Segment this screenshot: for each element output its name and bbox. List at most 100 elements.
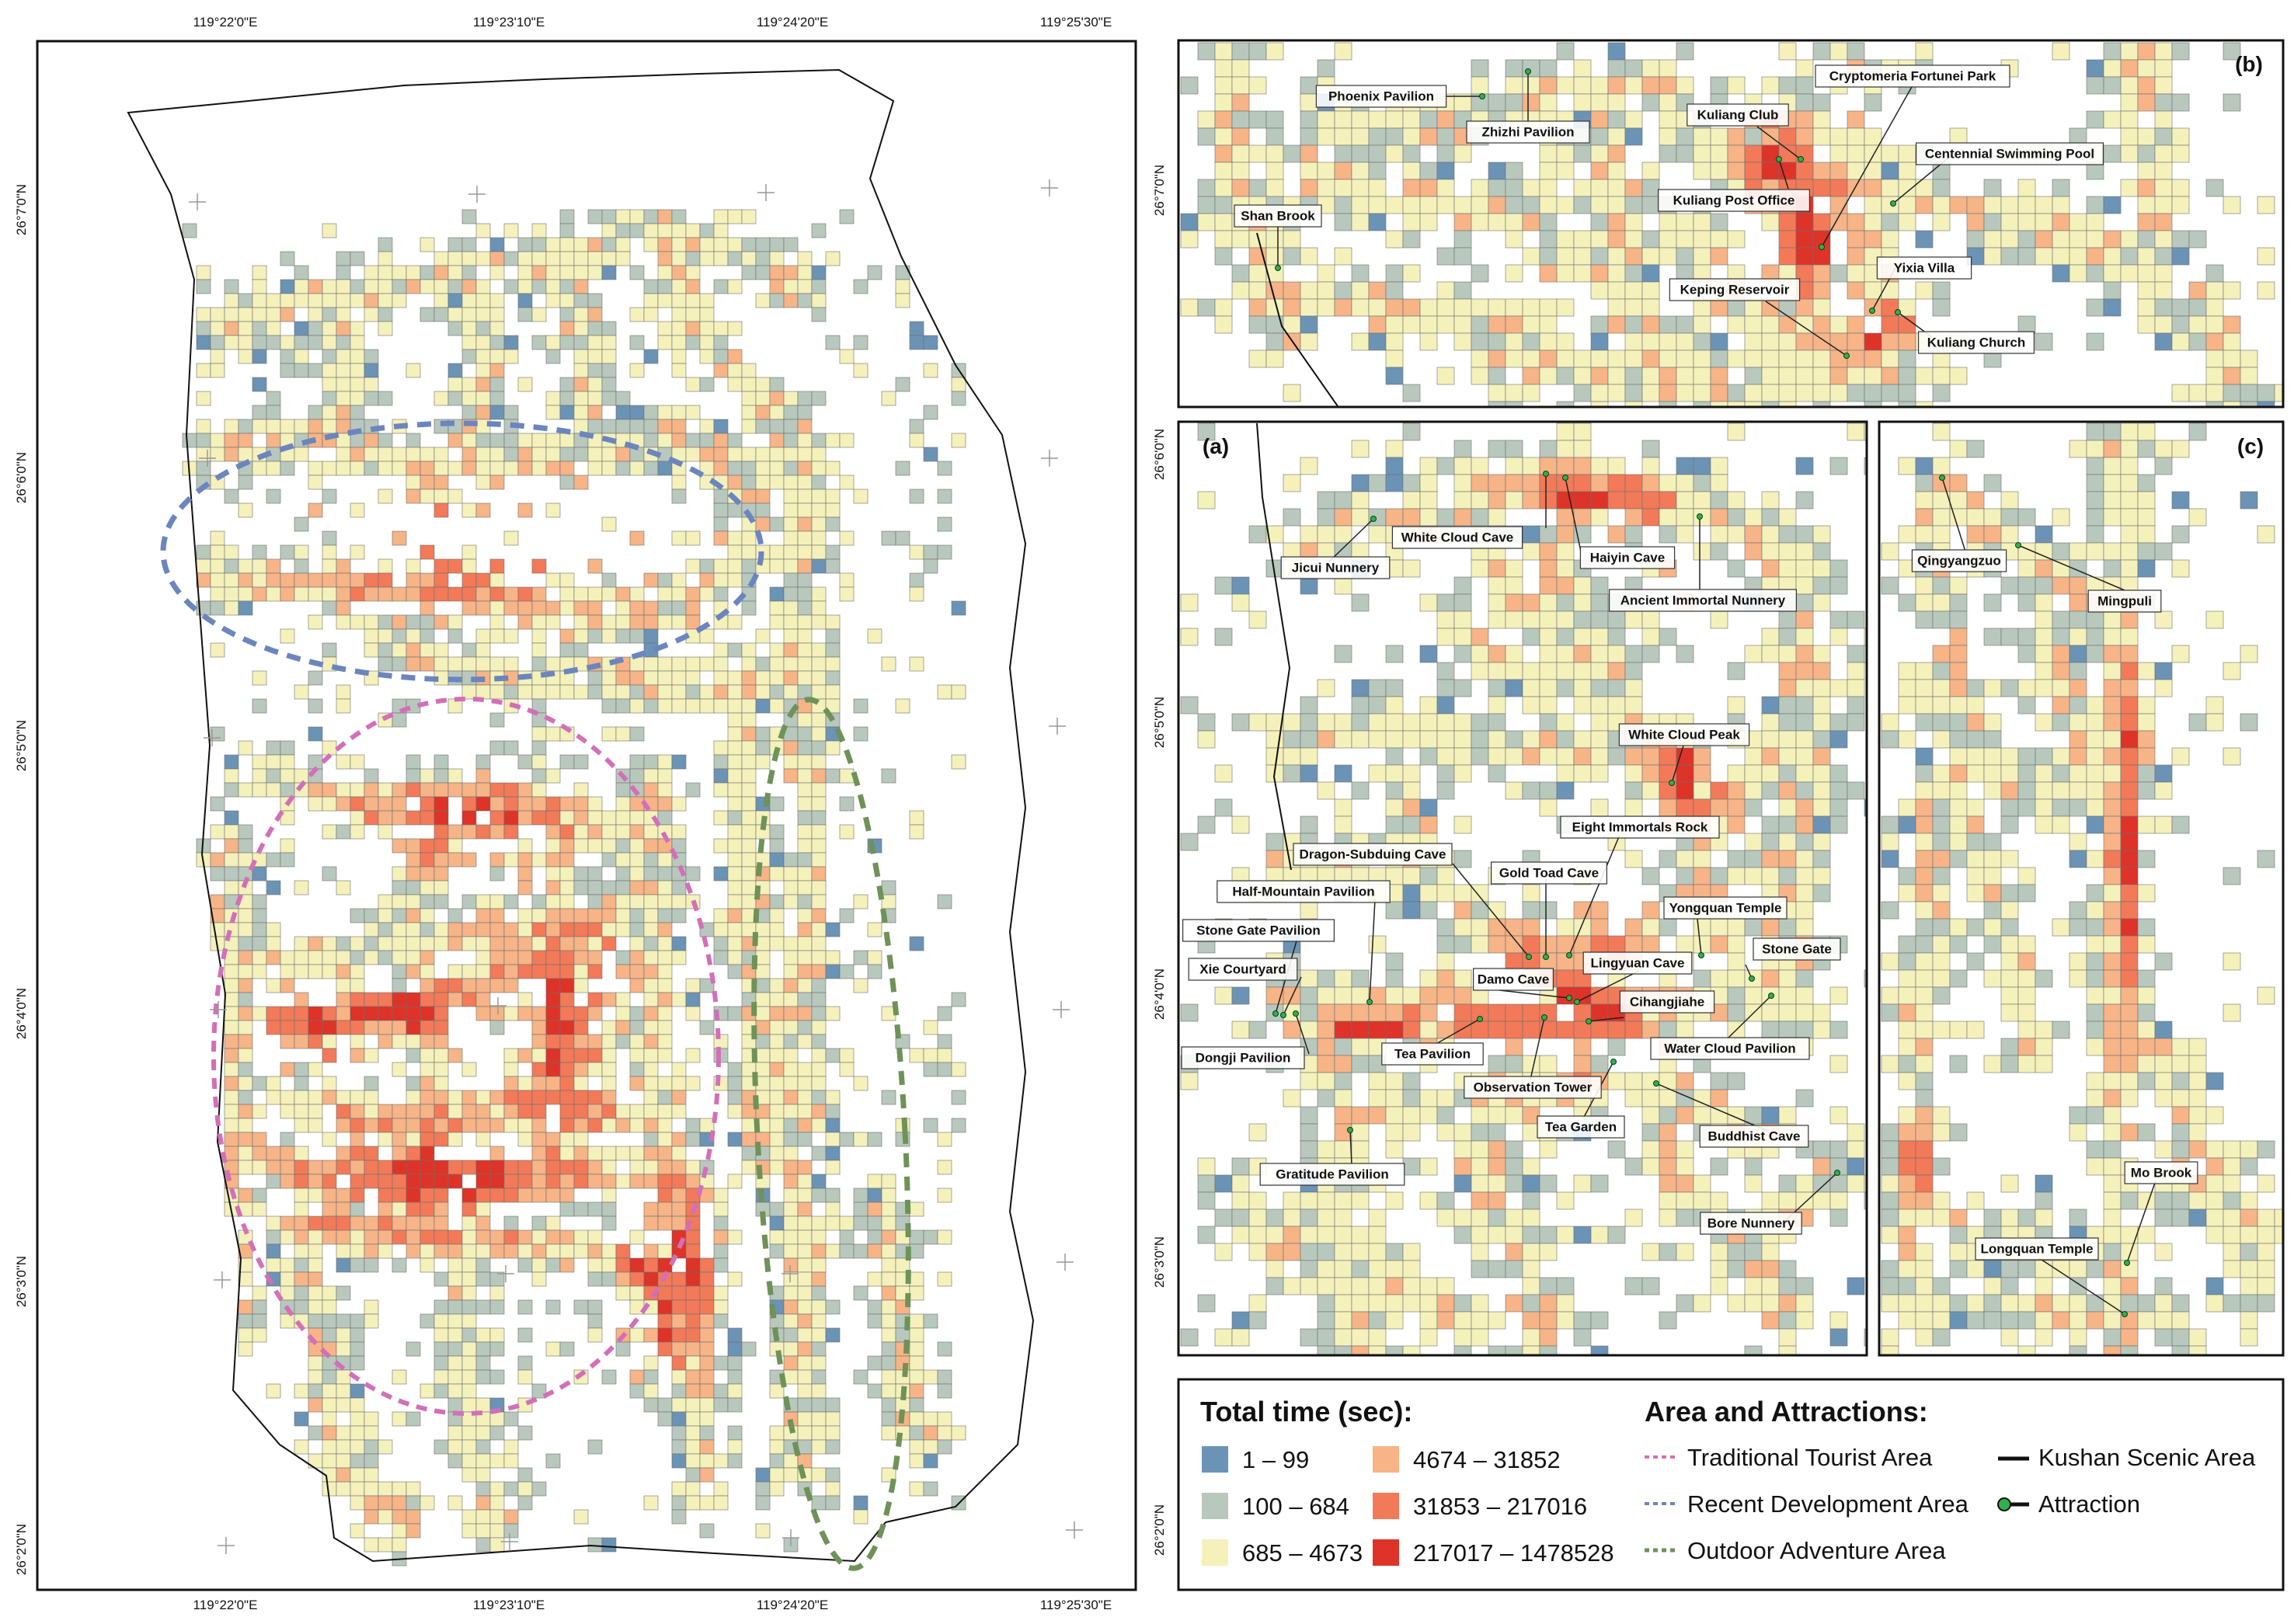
grid-cell [1300, 1123, 1318, 1142]
grid-cell [797, 880, 813, 895]
grid-cell [1334, 491, 1352, 509]
grid-cell [517, 908, 533, 923]
grid-cell [1419, 815, 1438, 834]
grid-cell [350, 349, 365, 364]
grid-cell [2171, 525, 2190, 544]
grid-cell [769, 642, 785, 658]
grid-cell [615, 586, 631, 602]
grid-cell [503, 1062, 519, 1077]
grid-cell [503, 1509, 519, 1525]
grid-cell [643, 405, 659, 420]
grid-cell [503, 852, 519, 868]
grid-cell [769, 1006, 785, 1021]
grid-cell [601, 1188, 617, 1203]
grid-cell [1710, 1157, 1728, 1176]
grid-cell [475, 1481, 491, 1497]
grid-cell [266, 740, 281, 756]
grid-cell [1334, 764, 1352, 783]
grid-cell [1453, 247, 1472, 266]
grid-cell [252, 1285, 267, 1301]
grid-cell [350, 1383, 365, 1399]
grid-cell [308, 1215, 323, 1231]
grid-cell [1812, 401, 1831, 406]
grid-cell [587, 922, 603, 937]
grid-cell [1453, 730, 1472, 749]
grid-cell [238, 1327, 253, 1343]
lat-tick: 26°5'0"N [14, 720, 29, 771]
grid-cell [308, 1034, 323, 1049]
grid-cell [1761, 162, 1780, 180]
grid-cell [1334, 1106, 1352, 1125]
grid-cell [657, 1160, 673, 1175]
grid-cell [1385, 474, 1404, 492]
grid-cell [1385, 986, 1404, 1005]
grid-cell [364, 614, 379, 630]
grid-cell [2171, 559, 2190, 578]
grid-cell [615, 1006, 631, 1021]
grid-cell [615, 1271, 631, 1287]
grid-cell [252, 1104, 267, 1119]
grid-cell [1676, 935, 1694, 954]
grid-cell [2086, 645, 2104, 663]
grid-cell [1317, 1345, 1335, 1354]
grid-cell [447, 1397, 463, 1413]
grid-cell [2188, 384, 2207, 402]
grid-cell [601, 265, 617, 280]
grid-cell [1385, 1260, 1404, 1278]
grid-cell [252, 1299, 267, 1315]
grid-cell [559, 600, 575, 616]
grid-cell [1983, 679, 2002, 697]
grid-cell [1676, 1140, 1694, 1159]
grid-cell [1556, 1226, 1575, 1244]
grid-cell [1966, 525, 1985, 544]
grid-cell [503, 279, 519, 294]
grid-cell [364, 1481, 379, 1497]
grid-cell [1710, 213, 1728, 231]
grid-cell [489, 586, 505, 602]
grid-cell [1881, 576, 1899, 595]
grid-cell [1556, 42, 1575, 61]
grid-cell [1795, 110, 1814, 129]
grid-cell [783, 475, 799, 490]
grid-cell [461, 1229, 477, 1245]
grid-cell [1436, 298, 1455, 317]
grid-cell [1334, 508, 1352, 527]
grid-cell [727, 866, 743, 882]
grid-cell [1214, 213, 1233, 231]
grid-cell [2052, 628, 2070, 646]
grid-cell [433, 1355, 449, 1371]
grid-cell [447, 433, 463, 448]
grid-cell [671, 293, 687, 308]
grid-cell [741, 447, 757, 462]
grid-cell [1436, 1277, 1455, 1295]
grid-cell [447, 768, 463, 784]
grid-cell [1778, 1106, 1797, 1125]
grid-cell [1436, 1106, 1455, 1125]
grid-cell [1265, 162, 1284, 180]
grid-cell [2052, 264, 2070, 283]
grid-cell [419, 279, 435, 294]
grid-cell [657, 1411, 673, 1427]
grid-cell [1607, 1072, 1626, 1090]
grid-cell [1727, 423, 1746, 441]
grid-cell [531, 600, 547, 616]
grid-cell [447, 614, 463, 630]
grid-cell [1385, 1345, 1404, 1354]
grid-cell [1795, 349, 1814, 368]
grid-cell [2120, 491, 2139, 509]
grid-cell [1659, 1243, 1677, 1261]
grid-cell [1471, 935, 1489, 954]
grid-cell [2137, 213, 2156, 231]
grid-cell [797, 1090, 813, 1105]
grid-cell [1778, 367, 1797, 385]
grid-cell [769, 558, 785, 574]
grid-cell [699, 1020, 715, 1035]
grid-cell [364, 1453, 379, 1469]
grid-cell [392, 265, 407, 280]
grid-cell [1693, 367, 1711, 385]
grid-cell [406, 880, 421, 895]
grid-cell [531, 307, 547, 322]
grid-cell [461, 810, 477, 826]
grid-cell [811, 1215, 827, 1231]
